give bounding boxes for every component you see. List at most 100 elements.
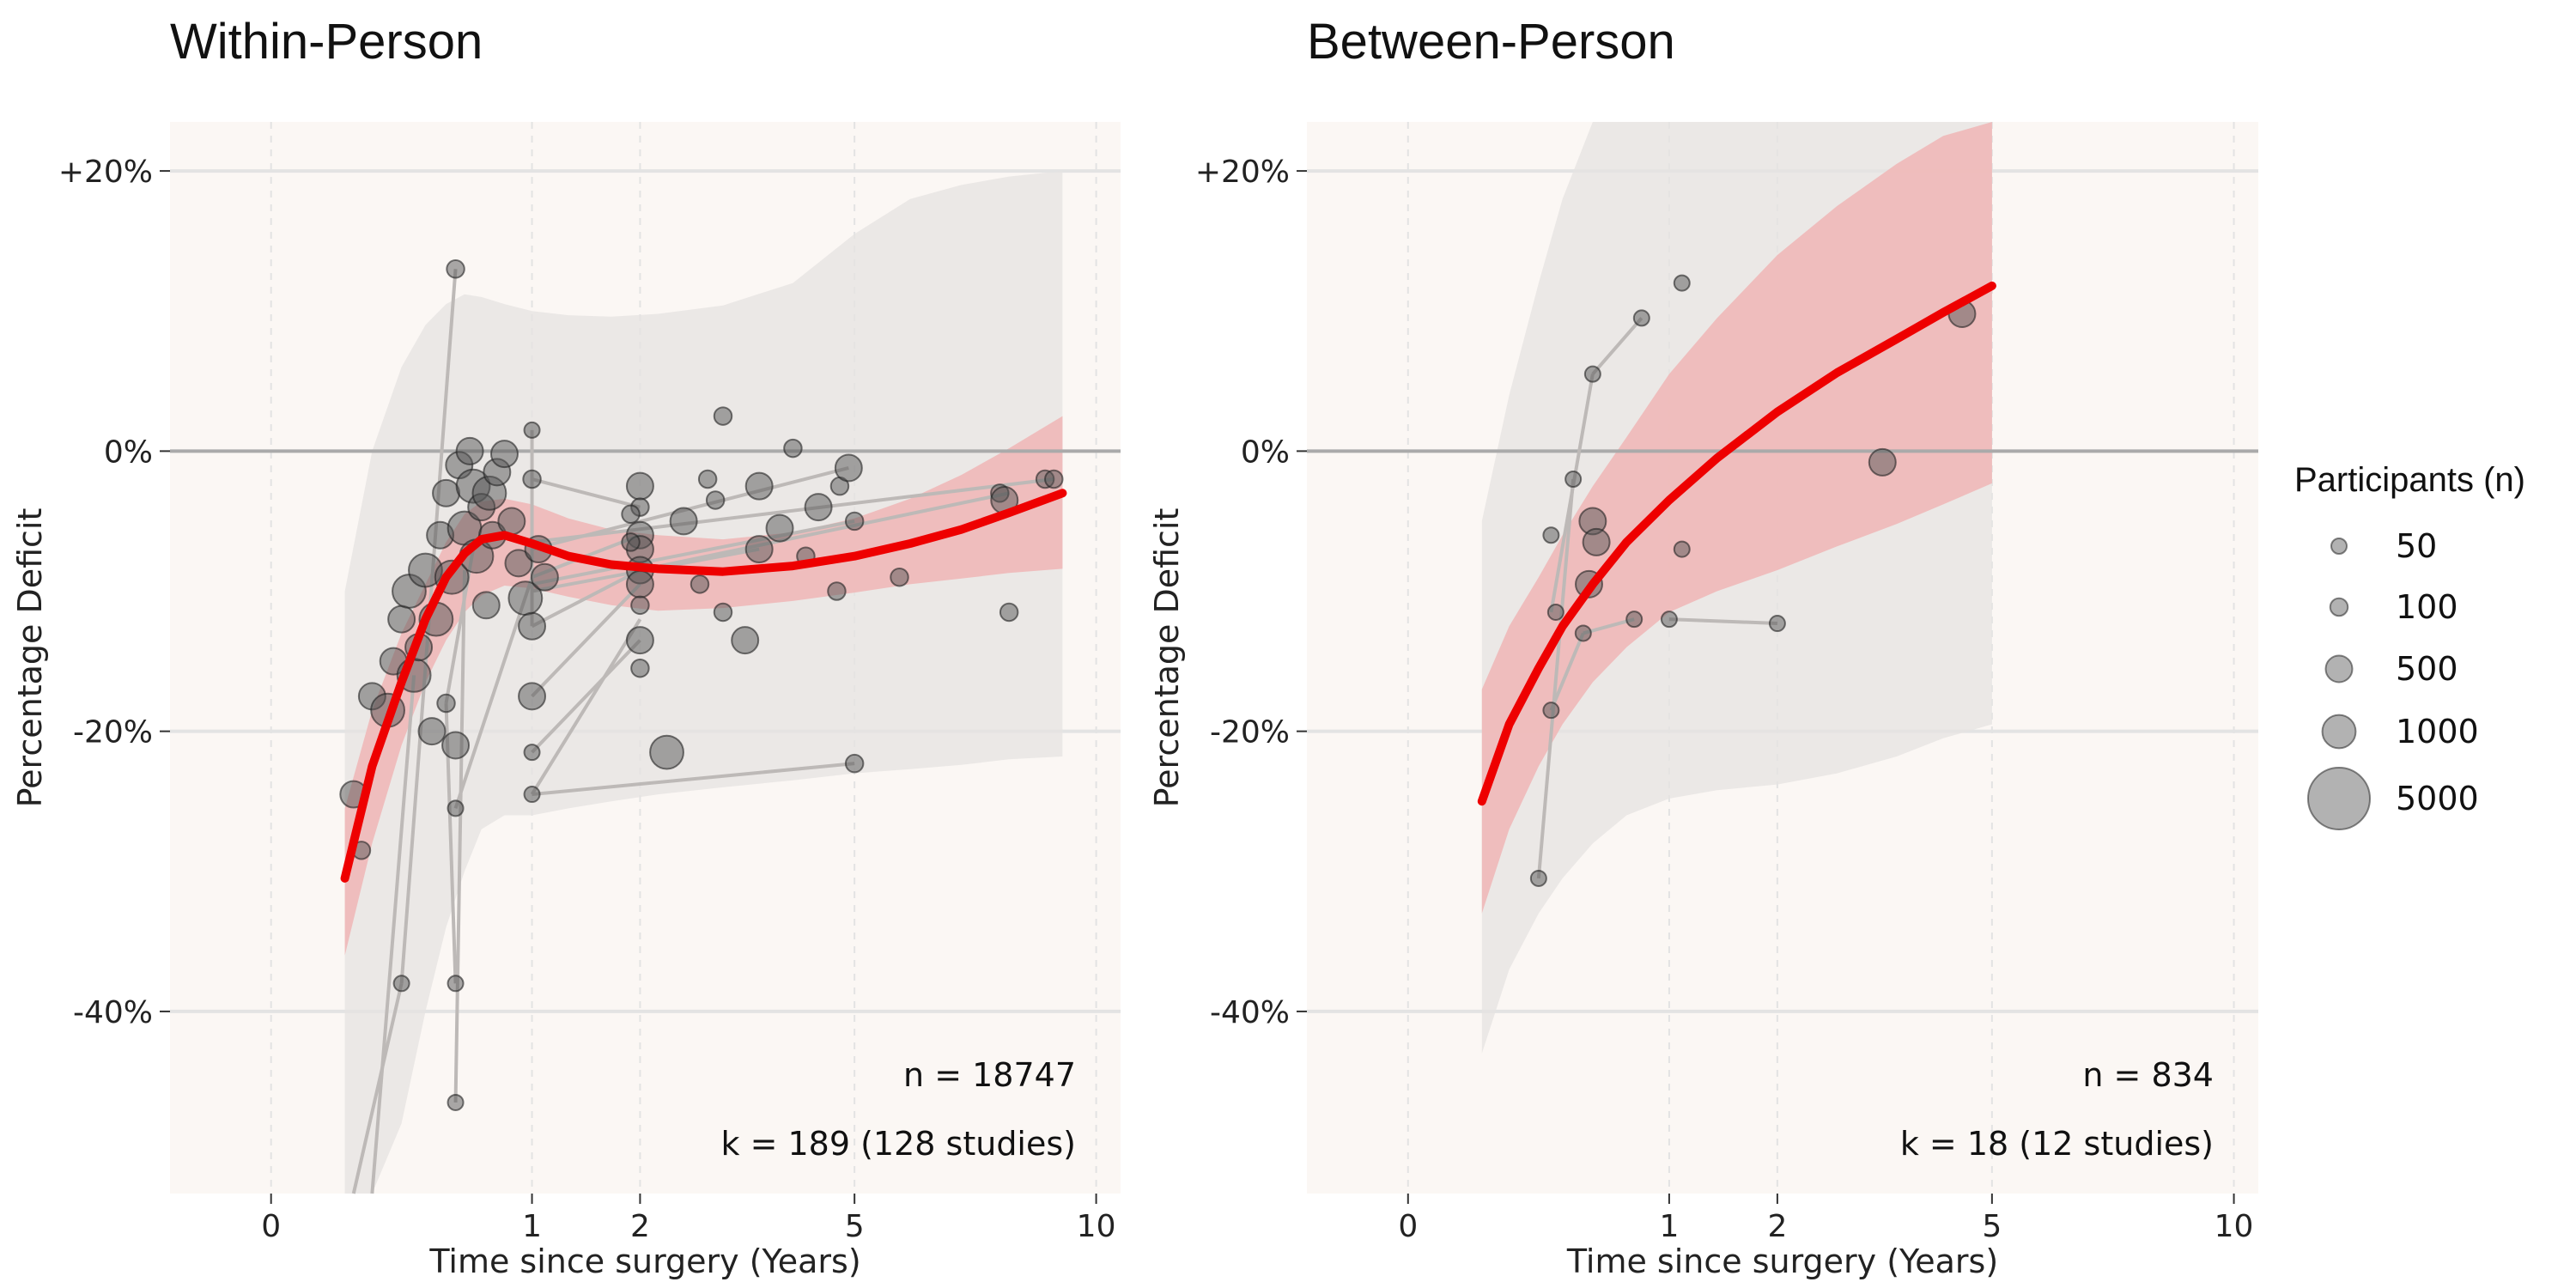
data-point (625, 471, 654, 501)
data-point (1529, 869, 1547, 887)
legend-label: 50 (2396, 527, 2437, 565)
data-point (1564, 471, 1583, 488)
panel-between-person: Between-Person +20% 0% -20% -40% 0 1 2 5 10 Tim… (1148, 14, 2258, 1280)
data-point (697, 469, 718, 489)
data-point (523, 744, 541, 762)
data-point (705, 490, 726, 510)
legend-key-circle (2321, 714, 2357, 750)
data-point (1546, 603, 1564, 621)
study-links (1536, 317, 1777, 879)
data-point (471, 591, 501, 620)
legend-label: 5000 (2396, 780, 2479, 817)
study-link-line (1549, 374, 1595, 613)
data-point (1542, 702, 1560, 720)
data-point (436, 693, 456, 714)
data-point (504, 549, 533, 578)
data-point (621, 532, 641, 552)
study-link-line (453, 576, 534, 810)
data-point (1673, 540, 1691, 558)
data-point (630, 658, 650, 678)
data-point (518, 611, 547, 641)
study-link-line (1549, 632, 1585, 711)
annotation-k: k = 189 (128 studies) (720, 1125, 1076, 1163)
y-tick-label: -20% (73, 715, 153, 750)
study-link-line (640, 491, 1010, 572)
data-point (765, 513, 794, 543)
chart-title: Within-Person (170, 14, 483, 70)
data-point (844, 753, 865, 774)
x-tick-label: 2 (630, 1209, 650, 1244)
y-tick-label: +20% (58, 155, 153, 190)
legend-key-circle (2329, 597, 2349, 617)
data-point (489, 440, 519, 469)
data-point (441, 731, 471, 760)
x-tick-label: 10 (2215, 1209, 2254, 1244)
x-axis-label: Time since surgery (Years) (428, 1242, 860, 1280)
data-point (1768, 615, 1786, 633)
data-point (890, 567, 909, 587)
study-link-line (370, 675, 416, 1194)
data-point (713, 602, 733, 623)
data-point (713, 406, 733, 426)
y-tick-labels: +20% 0% -20% -40% (58, 155, 170, 1030)
data-point (625, 569, 654, 598)
data-point (530, 562, 559, 592)
data-point (497, 507, 526, 536)
data-point (1625, 611, 1643, 629)
y-tick-label: -40% (73, 995, 153, 1030)
x-tick-label: 10 (1077, 1209, 1116, 1244)
study-link-line (1536, 478, 1576, 879)
data-point (669, 507, 698, 536)
data-point (1583, 365, 1601, 383)
y-tick-labels: +20% 0% -20% -40% (1195, 155, 1307, 1030)
y-tick-label: 0% (1241, 434, 1290, 470)
data-point (999, 602, 1019, 623)
y-axis-label: Percentage Deficit (11, 508, 49, 808)
data-point (446, 259, 465, 279)
y-tick-label: -20% (1210, 715, 1290, 750)
legend-label: 100 (2396, 588, 2458, 626)
study-link-line (530, 618, 642, 796)
data-point (1660, 611, 1678, 629)
data-point (783, 438, 803, 459)
legend: Participants (n) 50 100 500 1000 5000 (2294, 461, 2525, 830)
data-point (1868, 447, 1897, 477)
legend-title: Participants (n) (2294, 461, 2525, 499)
x-tick-label: 5 (1982, 1209, 2002, 1244)
fit-curve (1477, 281, 1996, 806)
data-point (649, 734, 684, 770)
y-tick-label: 0% (104, 434, 153, 470)
x-axis-label: Time since surgery (Years) (1566, 1242, 1998, 1280)
data-point (744, 471, 774, 501)
x-tick-label: 2 (1767, 1209, 1787, 1244)
chart-title: Between-Person (1307, 14, 1675, 70)
data-point (1673, 274, 1691, 292)
study-link-line (453, 570, 467, 1103)
data-point (844, 511, 865, 532)
study-link-line (532, 477, 641, 509)
study-link-line (351, 982, 404, 1194)
data-point (447, 799, 465, 817)
fit-curve-group (340, 489, 1067, 883)
study-link-line (532, 519, 855, 586)
y-tick-label: -40% (1210, 995, 1290, 1030)
x-tick-label: 1 (1659, 1209, 1679, 1244)
data-point (744, 535, 774, 564)
y-tick-label: +20% (1195, 155, 1290, 190)
data-points (1529, 274, 1977, 887)
data-point (523, 421, 541, 439)
y-axis-label: Percentage Deficit (1148, 508, 1186, 808)
study-link-line (531, 639, 641, 754)
data-point (1582, 527, 1611, 556)
data-point (518, 682, 547, 711)
data-point (447, 975, 465, 993)
data-point (621, 504, 641, 525)
panel-within-person: Within-Person +20% 0% -20% -40% 0 1 2 5 10 Time… (11, 14, 1121, 1280)
data-point (731, 626, 760, 655)
data-point (827, 581, 847, 601)
data-point (387, 605, 416, 634)
data-point (432, 478, 461, 507)
data-point (522, 469, 542, 489)
annotation-n: n = 18747 (903, 1056, 1076, 1094)
